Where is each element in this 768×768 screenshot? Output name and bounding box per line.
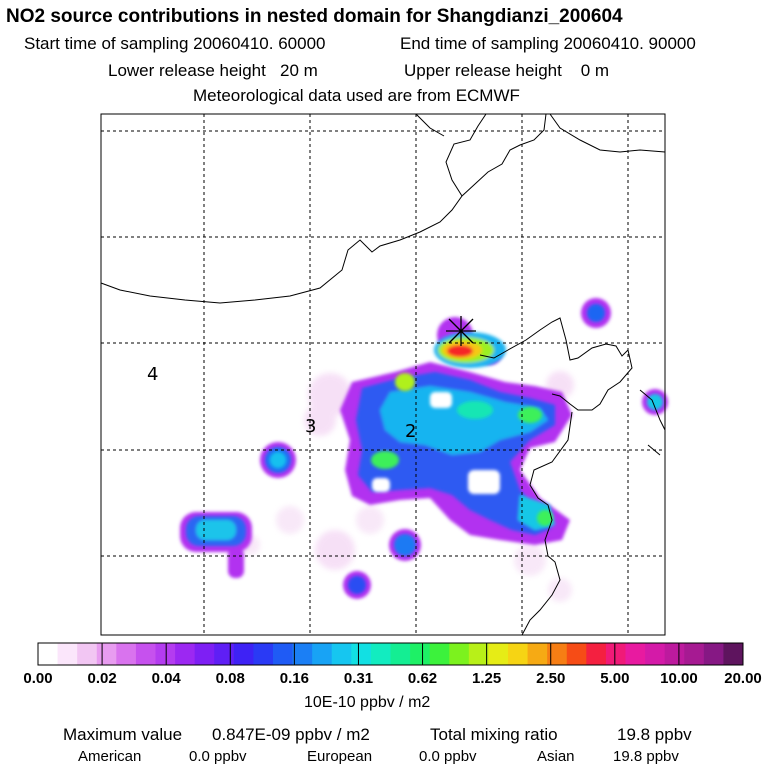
colorbar-swatch: [488, 643, 509, 665]
receptor-marker-icon: [446, 316, 476, 346]
colorbar-swatch: [410, 643, 431, 665]
max-value-label: Maximum value: [63, 725, 183, 744]
colorbar-swatch: [390, 643, 411, 665]
end-time: End time of sampling 20060410. 90000: [400, 34, 696, 53]
total-mixing-label: Total mixing ratio: [430, 725, 558, 744]
colorbar-swatch: [194, 643, 215, 665]
map-frame: [100, 113, 666, 636]
colorbar-tick-label: 10.00: [660, 670, 698, 687]
colorbar-swatch: [253, 643, 274, 665]
colorbar-swatch: [233, 643, 254, 665]
colorbar-tick-label: 0.08: [215, 670, 245, 687]
colorbar-tick-label: 0.02: [87, 670, 117, 687]
colorbar-swatch: [625, 643, 646, 665]
colorbar-swatch: [273, 643, 293, 665]
colorbar-swatch: [527, 643, 548, 665]
colorbar-swatch: [664, 643, 685, 665]
colorbar-tick-label: 0.16: [279, 670, 309, 687]
colorbar-swatch: [292, 643, 313, 665]
colorbar-swatch: [508, 643, 528, 665]
colorbar-tick-label: 0.00: [23, 670, 53, 687]
colorbar-swatch: [468, 643, 489, 665]
colorbar: [37, 642, 744, 666]
colorbar-swatch: [429, 643, 450, 665]
colorbar-swatch: [547, 643, 568, 665]
total-mixing-value: 19.8 ppbv: [617, 725, 692, 744]
grid-lines: [101, 114, 665, 635]
colorbar-swatch: [77, 643, 98, 665]
colorbar-swatch: [57, 643, 78, 665]
colorbar-tick-label: 0.31: [343, 670, 374, 687]
colorbar-tick-label: 20.00: [724, 670, 762, 687]
colorbar-swatch: [175, 643, 196, 665]
plume-gaps: [372, 392, 500, 494]
american-label: American: [78, 748, 142, 765]
colorbar-swatch: [723, 643, 744, 665]
colorbar-swatch: [684, 643, 705, 665]
colorbar-tick-label: 1.25: [472, 670, 502, 687]
colorbar-swatch: [370, 643, 391, 665]
asian-label: Asian: [537, 748, 575, 765]
upper-release-height: Upper release height 0 m: [404, 61, 610, 80]
plume-hotspot: [434, 332, 506, 368]
european-label: European: [307, 748, 373, 765]
colorbar-unit: 10E-10 ppbv / m2: [304, 694, 431, 711]
chart-title: NO2 source contributions in nested domai…: [6, 6, 623, 27]
colorbar-tick-label: 2.50: [536, 670, 566, 687]
plume-green: [371, 373, 553, 526]
colorbar-swatch: [586, 643, 607, 665]
region-label-2: 2: [405, 421, 416, 442]
coastlines: [100, 113, 666, 636]
colorbar-swatch: [605, 643, 626, 665]
region-label-4: 4: [147, 364, 158, 385]
max-value: 0.847E-09 ppbv / m2: [212, 725, 370, 744]
start-time: Start time of sampling 20060410. 60000: [24, 34, 326, 53]
asian-value: 19.8 ppbv: [613, 748, 679, 765]
region-label-3: 3: [305, 416, 316, 437]
european-value: 0.0 ppbv: [419, 748, 477, 765]
american-value: 0.0 ppbv: [189, 748, 247, 765]
colorbar-swatch: [116, 643, 137, 665]
colorbar-swatch: [312, 643, 333, 665]
colorbar-swatch: [155, 643, 176, 665]
colorbar-swatch: [96, 643, 117, 665]
colorbar-swatch: [566, 643, 587, 665]
colorbar-tick-label: 5.00: [600, 670, 630, 687]
haze-layer: [240, 371, 574, 602]
lower-release-height: Lower release height 20 m: [108, 61, 318, 80]
colorbar-tick-label: 0.04: [151, 670, 181, 687]
colorbar-swatch: [351, 643, 372, 665]
colorbar-swatch: [449, 643, 470, 665]
colorbar-swatch: [214, 643, 235, 665]
colorbar-tick-label: 0.62: [407, 670, 438, 687]
colorbar-swatch: [703, 643, 724, 665]
colorbar-swatch: [135, 643, 156, 665]
colorbar-swatch: [38, 643, 58, 665]
met-data-note: Meteorological data used are from ECMWF: [193, 86, 520, 105]
plume-blue: [186, 304, 663, 594]
colorbar-swatch: [331, 643, 352, 665]
colorbar-swatch: [645, 643, 666, 665]
